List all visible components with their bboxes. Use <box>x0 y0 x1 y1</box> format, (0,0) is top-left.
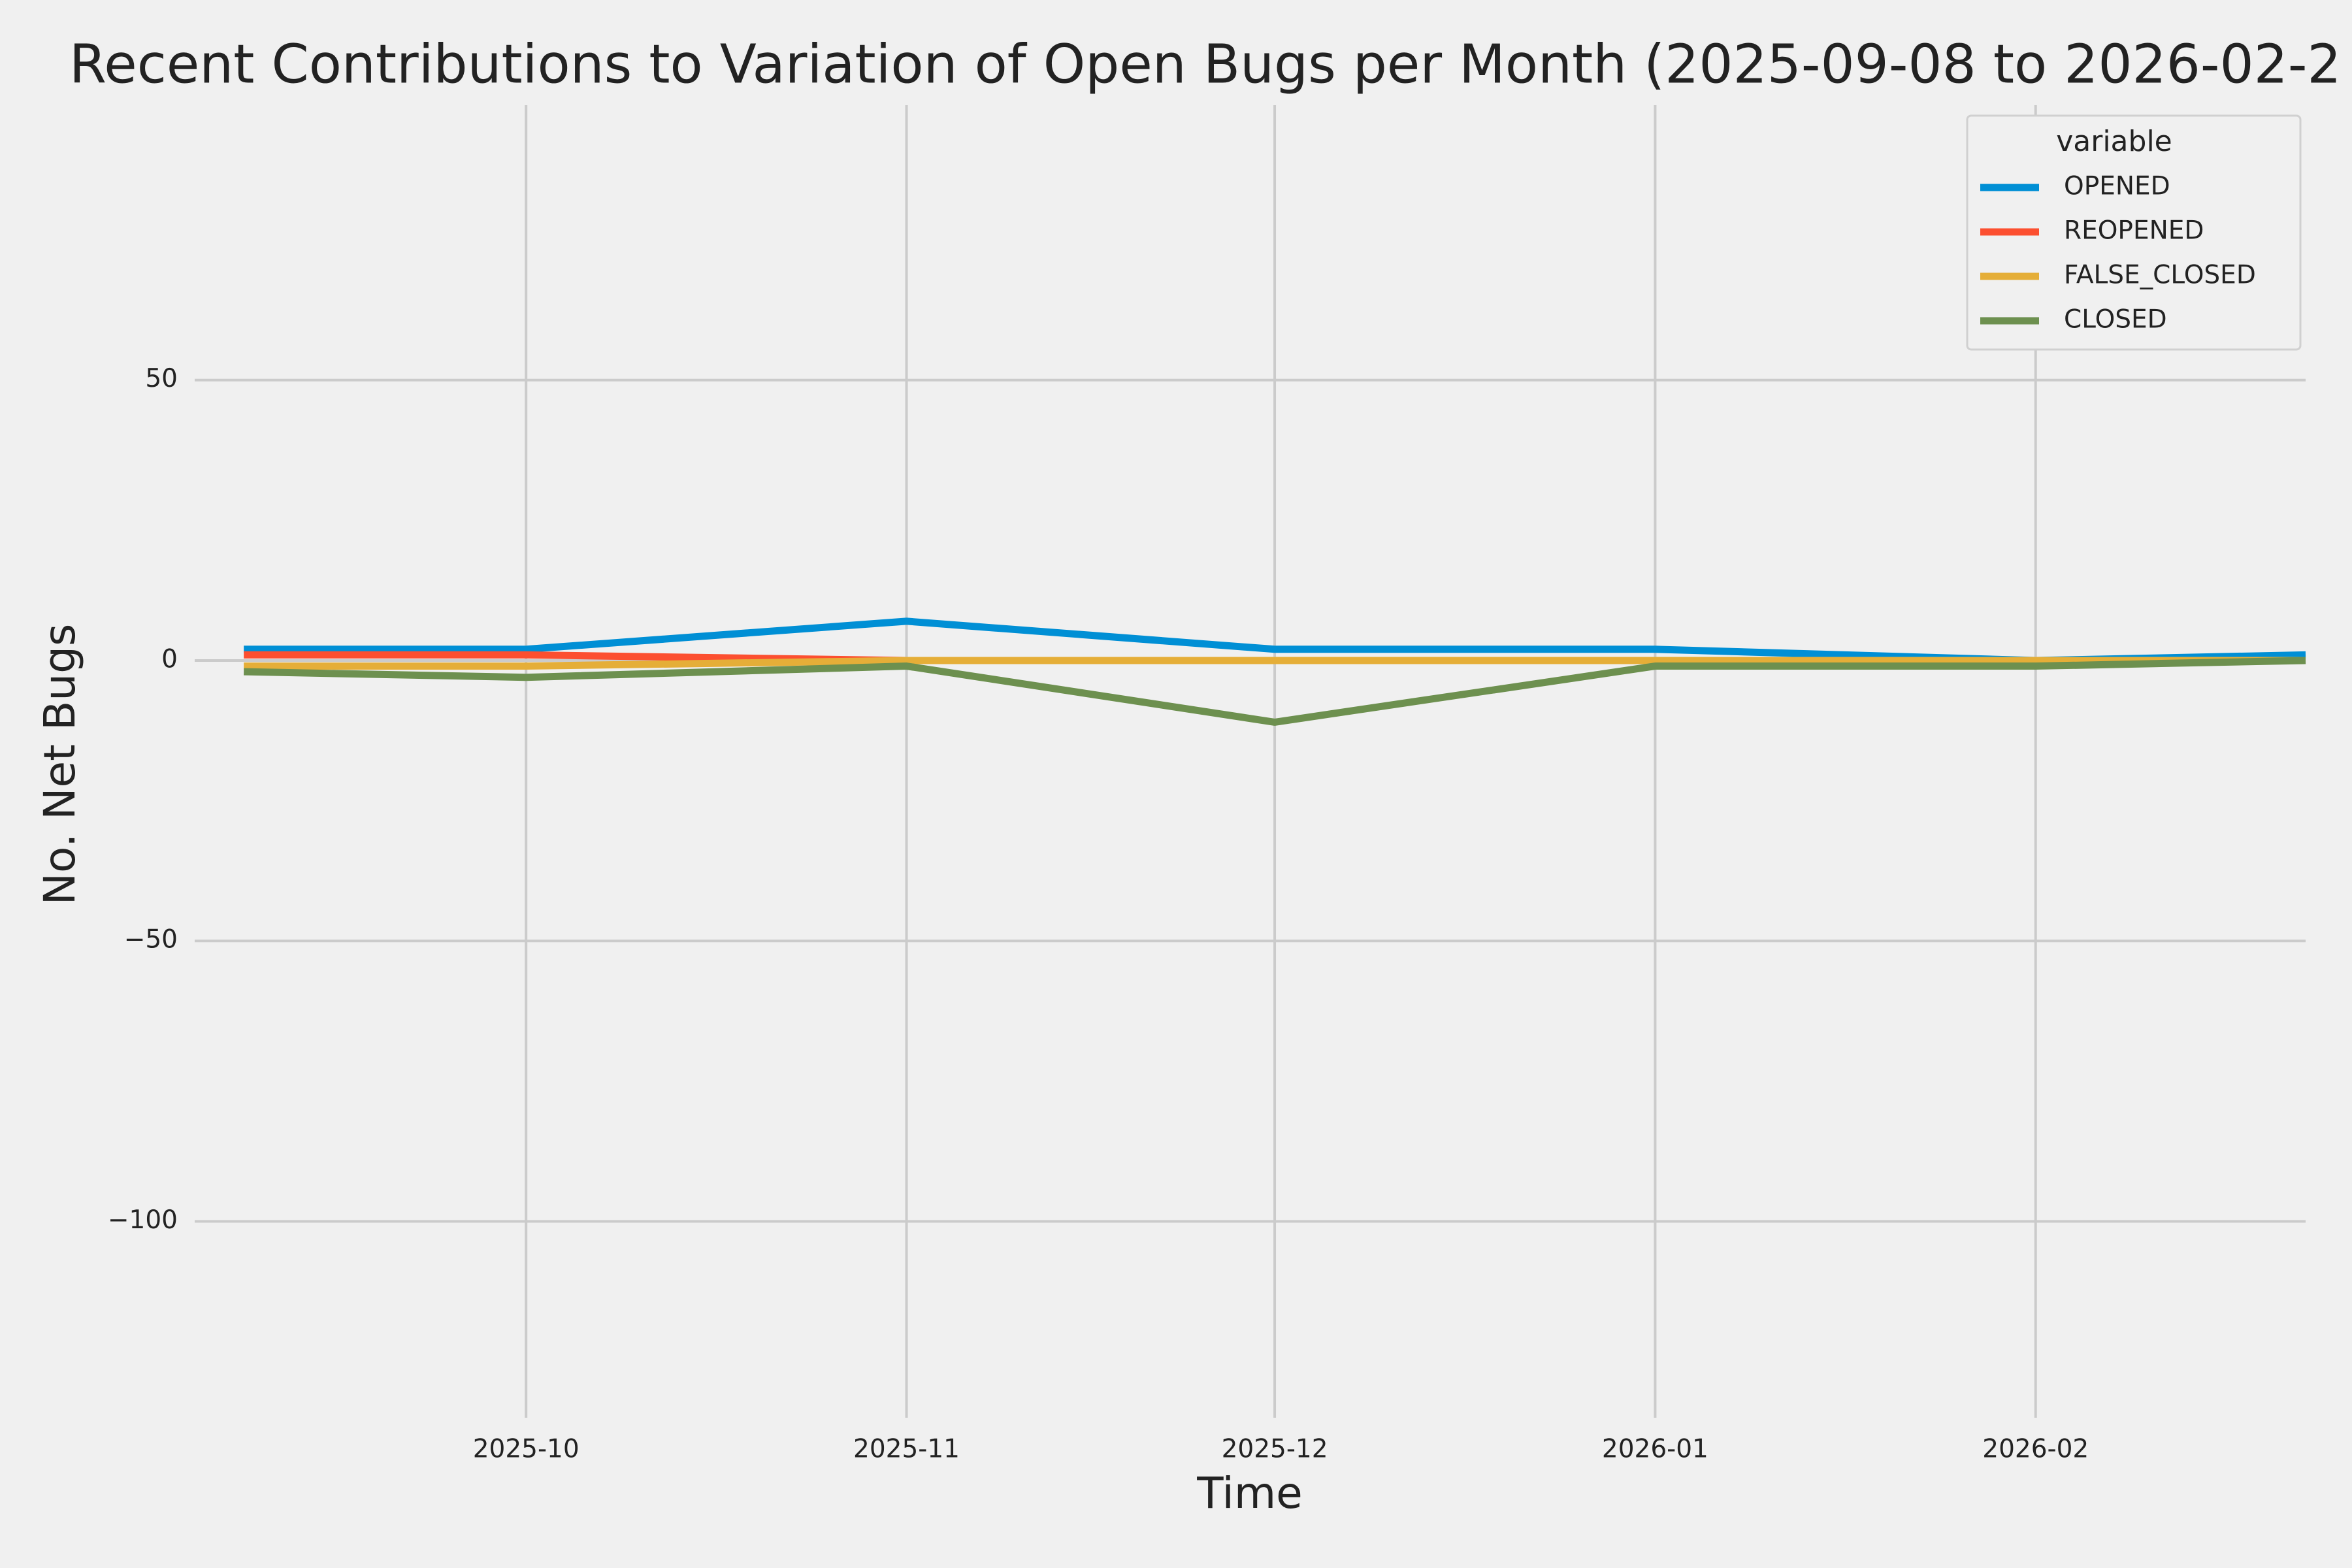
y-tick-label: 50 <box>145 364 178 393</box>
legend-label: FALSE_CLOSED <box>2064 261 2256 290</box>
legend-label: CLOSED <box>2064 305 2167 335</box>
legend: variable OPENED REOPENED FALSE_CLOSED CLOSED <box>1966 114 2302 351</box>
y-tick-label: −50 <box>124 925 178 955</box>
lines <box>244 617 2306 726</box>
x-axis-label: Time <box>1196 1468 1303 1518</box>
x-tick-label: 2025-12 <box>1222 1435 1328 1464</box>
data-line <box>244 657 2306 670</box>
y-tick-label: 0 <box>161 644 178 674</box>
legend-box <box>1966 114 2302 351</box>
x-tick-label: 2025-10 <box>473 1435 580 1464</box>
y-axis-label: No. Net Bugs <box>35 624 85 906</box>
data-line <box>244 657 2306 726</box>
x-tick-label: 2026-02 <box>1982 1435 2089 1464</box>
x-tick-label: 2026-01 <box>1602 1435 1708 1464</box>
y-tick-label: −100 <box>108 1205 178 1235</box>
chart-title: Recent Contributions to Variation of Ope… <box>69 33 2342 95</box>
legend-title: variable <box>2056 125 2172 158</box>
legend-label: OPENED <box>2064 172 2170 201</box>
legend-label: REOPENED <box>2064 216 2204 246</box>
x-tick-label: 2025-11 <box>853 1435 960 1464</box>
